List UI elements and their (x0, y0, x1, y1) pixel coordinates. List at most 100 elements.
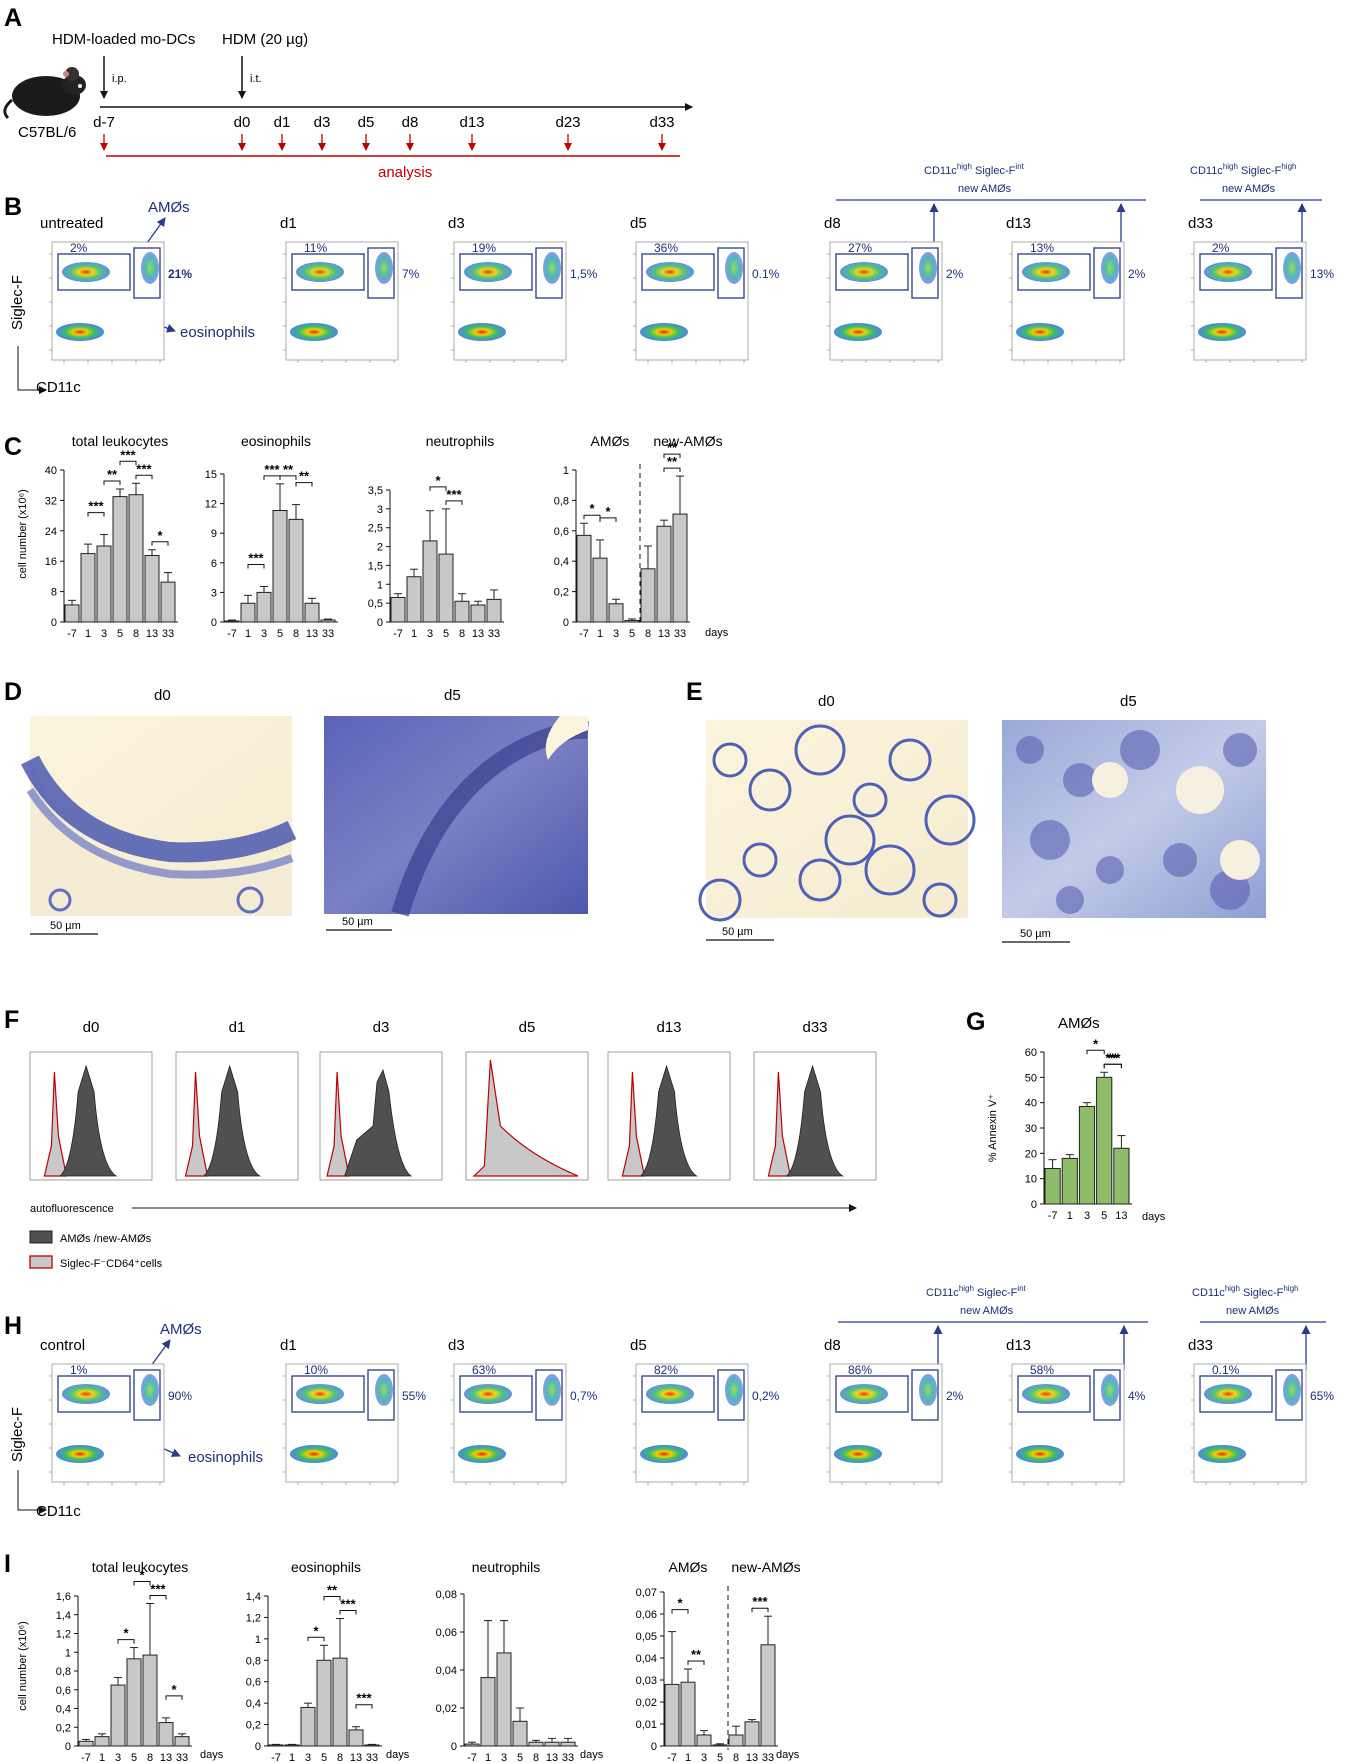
x-tick-label: 13 (350, 1752, 362, 1763)
f-curve-amos (785, 1064, 844, 1177)
d-micrograph-d0 (21, 716, 297, 916)
e-d5-cell-cluster (1016, 736, 1044, 764)
f-legend-light-swatch (29, 1255, 53, 1269)
bar--7 (224, 620, 240, 623)
e-d5-cell-cluster (1096, 856, 1124, 884)
b-eos-label: eosinophils (180, 324, 255, 341)
sig-label: ** (691, 1647, 702, 1662)
h-axis-corner (17, 1470, 47, 1514)
sig-bracket (339, 1610, 357, 1615)
bar-5 (712, 1744, 728, 1747)
panel-letter-c: C (4, 433, 22, 461)
y-tick-label: 0,03 (636, 1675, 657, 1687)
x-tick-label: -7 (67, 628, 77, 640)
h-group2-line1: CD11chigh Siglec-Fhigh (1192, 1284, 1298, 1299)
sig-bracket (355, 1704, 373, 1709)
sig-label: ** (107, 467, 118, 482)
y-tick-label: 1,2 (246, 1612, 261, 1624)
e-d0-alveolus (798, 858, 842, 902)
chart-title: eosinophils (241, 433, 311, 449)
b-plot-title: untreated (40, 215, 103, 232)
e-d0-alveolus (712, 742, 748, 778)
panel-c: C cell number (x10⁶) days total leukocyt… (4, 433, 729, 640)
y-tick-label: 40 (1025, 1098, 1037, 1110)
d-title-d5: d5 (444, 687, 461, 704)
bar-8 (454, 600, 470, 623)
b-gate-left-pct: 2% (1212, 241, 1230, 255)
h-plot-title: d1 (280, 1337, 297, 1354)
h-population-upper-left (840, 1384, 888, 1404)
x-tick-label: 3 (305, 1752, 311, 1763)
y-tick-label: 0,4 (554, 556, 569, 568)
sig-bracket (663, 467, 681, 473)
sig-label: * (605, 504, 611, 519)
bar--7 (576, 534, 592, 623)
sig-label: *** (88, 499, 104, 514)
sig-label: ** (283, 462, 294, 477)
x-tick-label: 33 (366, 1752, 378, 1763)
y-tick-label: 0 (377, 617, 383, 629)
b-gate-right-pct: 2% (1128, 267, 1146, 281)
y-tick-label: 3 (211, 587, 217, 599)
y-tick-label: 0,04 (436, 1665, 457, 1677)
b-population-upper-right (1101, 252, 1119, 284)
bar-1 (240, 602, 256, 623)
sig-bracket (751, 1607, 769, 1613)
sig-bracket (165, 1695, 183, 1700)
y-tick-label: 1,6 (56, 1591, 71, 1603)
h-population-low (834, 1445, 882, 1463)
sig-bracket (87, 512, 105, 517)
bar-13 (470, 604, 486, 623)
b-plot-untreated: untreated 2% 21% (40, 215, 192, 363)
x-tick-label: 5 (277, 628, 283, 640)
d-title-d0: d0 (154, 687, 171, 704)
sig-label: *** (136, 461, 152, 476)
b-axis-corner (17, 346, 47, 394)
h-gate-right-pct: 0,2% (752, 1389, 780, 1403)
b-plot-title: d13 (1006, 215, 1031, 232)
sig-label: * (157, 528, 163, 543)
e-d0-alveolus (852, 782, 888, 818)
h-gate-left-pct: 63% (472, 1363, 496, 1377)
y-tick-label: 1,4 (246, 1591, 261, 1603)
sig-bracket (445, 500, 463, 505)
sig-bracket (307, 1636, 325, 1642)
y-tick-label: 1 (65, 1647, 71, 1659)
b-gate-right (133, 247, 161, 299)
modc-label: HDM-loaded mo-DCs (52, 31, 195, 48)
f-curve-amos (202, 1064, 262, 1177)
panel-d: D d0 d5 50 µm 50 µm (4, 678, 589, 935)
sig-label: * (123, 1626, 129, 1641)
y-tick-label: 3,5 (368, 485, 383, 497)
b-gate-right-pct: 2% (946, 267, 964, 281)
e-d0-alveolus (824, 814, 876, 866)
bar-5 (438, 553, 454, 623)
sig-label: ** (327, 1583, 338, 1598)
y-tick-label: 0,8 (246, 1655, 261, 1667)
sig-label: ** (1108, 1050, 1119, 1065)
e-d5-air-space (1176, 766, 1224, 814)
x-tick-label: 33 (162, 628, 174, 640)
bar-33 (760, 1644, 776, 1747)
b-population-upper-right (141, 252, 159, 284)
bar-5 (272, 510, 288, 623)
bar-1 (80, 553, 96, 623)
hdm-label: HDM (20 µg) (222, 31, 308, 48)
timeline-day-d1: d1 (274, 114, 291, 131)
bar--7 (64, 604, 80, 623)
x-tick-label: 1 (85, 628, 91, 640)
f-histogram-d1: d1 (175, 1019, 299, 1181)
e-d5-cell-cluster (1163, 843, 1197, 877)
i-y-axis-label: cell number (x10⁶) (17, 1621, 29, 1711)
h-plot-control: control 1% 90% (40, 1337, 192, 1485)
bar-1 (94, 1736, 110, 1747)
e-d5-alveolar-walls (1016, 730, 1260, 914)
x-tick-label: 33 (674, 628, 686, 640)
bar-5 (316, 1659, 332, 1747)
b-y-axis-label: Siglec-F (9, 275, 26, 330)
e-title-d0: d0 (818, 693, 835, 710)
h-flow-plots: control 1% 90% d1 10% 55% d3 63% 0,7% d5 82% 0,2% d8… (40, 1337, 1334, 1485)
f-legend-dark-label: AMØs /new-AMØs (60, 1233, 152, 1245)
